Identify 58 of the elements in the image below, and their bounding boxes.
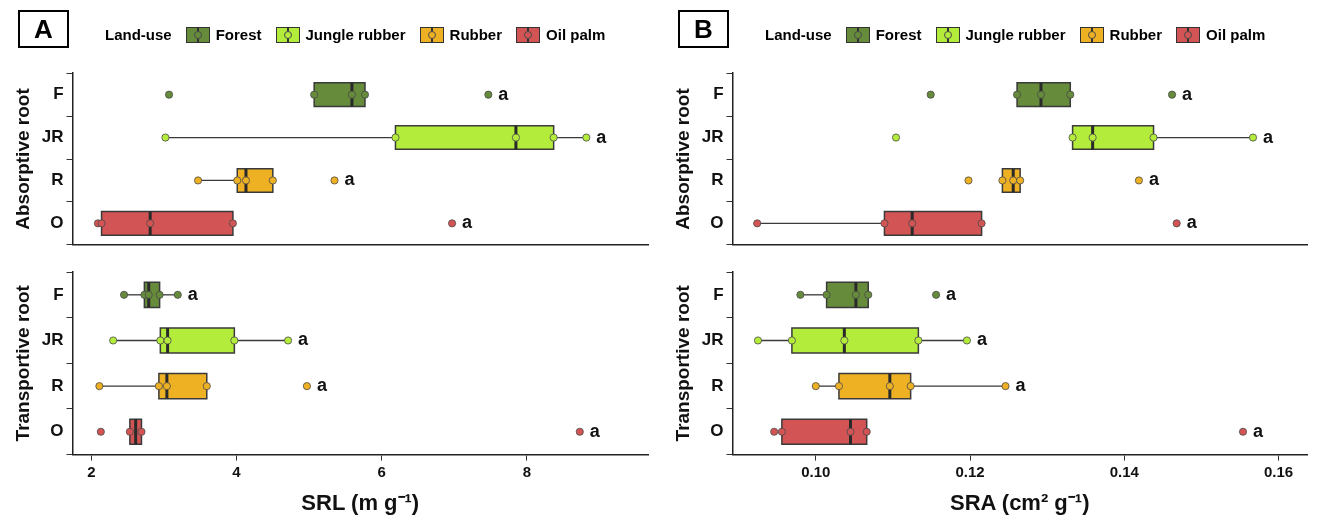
y-tick-label: O: [50, 421, 64, 441]
y-tick-label: O: [710, 421, 724, 441]
annotation: a: [1015, 375, 1027, 396]
x-tick-label: 2: [87, 462, 96, 480]
x-tick-label: 0.12: [955, 462, 985, 480]
y-tick-label: O: [710, 213, 724, 233]
y-tick-label: JR: [41, 127, 64, 147]
x-tick-label: 8: [522, 462, 531, 480]
annotation: a: [596, 126, 608, 147]
y-tick-label: F: [53, 284, 64, 304]
annotation: a: [1263, 126, 1275, 147]
y-tick-label: O: [50, 213, 64, 233]
annotation: a: [298, 329, 310, 350]
x-axis-title: SRA (cm² g⁻¹): [950, 489, 1090, 515]
y-tick-label: JR: [41, 330, 64, 350]
legend-label: Oil palm: [1206, 26, 1266, 43]
y-tick-label: R: [711, 375, 724, 395]
annotation: a: [1186, 212, 1198, 233]
chart-title: B: [678, 10, 729, 48]
x-tick-label: 0.16: [1263, 462, 1294, 480]
y-tick-label: F: [53, 84, 64, 104]
legend-label: Rubber: [449, 26, 503, 43]
legend-label: Rubber: [1109, 26, 1163, 43]
x-tick-label: 0.10: [801, 462, 831, 480]
y-tick-label: JR: [701, 330, 724, 350]
annotation: a: [1182, 83, 1194, 104]
annotation: a: [589, 420, 601, 441]
y-axis-title: Transportive root: [671, 284, 693, 442]
y-tick-label: R: [711, 170, 724, 190]
x-axis-title: SRL (m g⁻¹): [301, 489, 420, 515]
y-tick-label: JR: [701, 127, 724, 147]
annotation: a: [498, 83, 510, 104]
annotation: a: [946, 283, 958, 304]
legend-label: Forest: [875, 26, 922, 43]
x-tick-label: 0.14: [1109, 462, 1140, 480]
y-axis-title: Absorptive root: [671, 87, 693, 230]
y-axis-title: Transportive root: [11, 284, 33, 442]
annotation: a: [316, 375, 328, 396]
annotation: a: [1148, 169, 1160, 190]
legend-label: Forest: [215, 26, 262, 43]
annotation: a: [344, 169, 356, 190]
legend-label: Oil palm: [546, 26, 606, 43]
legend-title: Land-use: [105, 26, 172, 43]
y-tick-label: F: [713, 284, 724, 304]
x-tick-label: 6: [377, 462, 386, 480]
y-tick-label: F: [713, 84, 724, 104]
y-tick-label: R: [51, 375, 64, 395]
legend-label: Jungle rubber: [305, 26, 406, 43]
annotation: a: [1253, 420, 1264, 441]
annotation: a: [462, 212, 474, 233]
annotation: a: [976, 329, 988, 350]
legend-title: Land-use: [765, 26, 832, 43]
chart-title: A: [18, 10, 69, 48]
y-axis-title: Absorptive root: [11, 87, 33, 230]
x-tick-label: 4: [232, 462, 242, 480]
y-tick-label: R: [51, 170, 64, 190]
annotation: a: [187, 283, 199, 304]
legend-label: Jungle rubber: [965, 26, 1066, 43]
